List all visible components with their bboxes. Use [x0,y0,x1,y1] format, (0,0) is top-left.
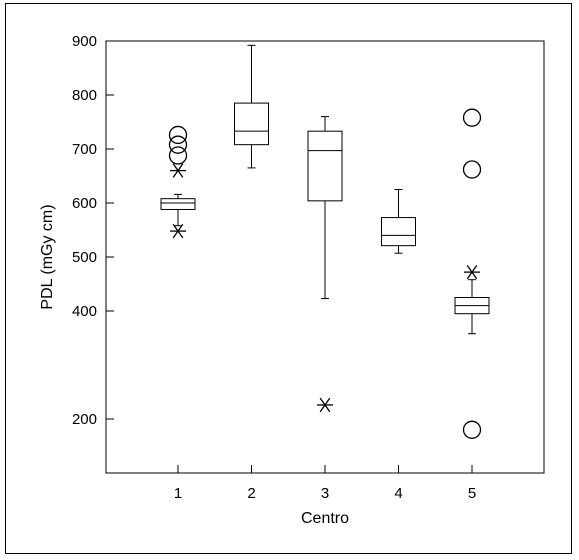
outlier-star [464,264,480,280]
y-tick-label: 500 [72,249,97,266]
x-axis-title: Centro [301,510,349,527]
outlier-circle [462,420,482,439]
outlier-star-stroke [466,264,478,280]
box-iqr [381,217,416,247]
outlier-star [170,223,186,239]
boxes [160,44,490,439]
outlier-star-stroke [319,397,331,413]
y-tick-label: 800 [72,87,97,104]
y-tick-label: 900 [72,33,97,50]
outlier-circle [168,125,188,145]
outlier-circle [168,135,188,154]
outlier-circle [168,146,188,165]
box-iqr [160,198,196,210]
x-tick-label: 3 [321,485,329,502]
box-group-4 [381,189,416,254]
x-tick-label: 4 [394,485,402,502]
box-group-5 [454,108,490,439]
box-iqr [307,130,343,202]
x-tick-label: 2 [247,485,255,502]
y-axis-title: PDL (mGy cm) [39,204,56,309]
y-tick-label: 200 [72,411,97,428]
x-axis: 1 2 3 4 5 [174,465,476,502]
outlier-circle [462,108,482,127]
box-group-2 [234,44,269,169]
y-tick-label: 600 [72,195,97,212]
outlier-star-stroke [172,163,184,178]
box-group-1 [160,125,196,239]
outlier-star-stroke [172,223,184,239]
y-tick-label: 700 [72,141,97,158]
x-tick-label: 5 [468,485,476,502]
box-iqr [234,102,269,146]
box-group-3 [307,116,343,413]
outlier-star [317,397,333,413]
x-tick-label: 1 [174,485,182,502]
figure-frame [5,3,572,554]
outlier-circle [462,160,482,179]
y-axis: 200 400 500 600 700 800 900 [72,33,114,428]
y-tick-label: 400 [72,303,97,320]
outlier-star [170,163,186,178]
